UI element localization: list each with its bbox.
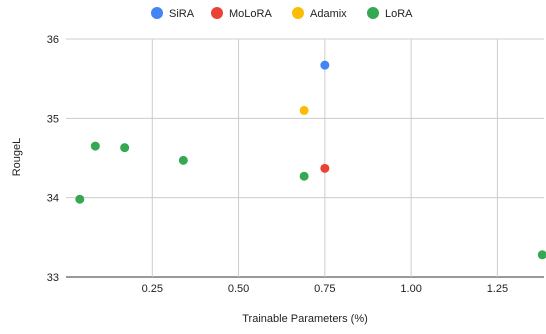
legend-item-adamix: Adamix (292, 7, 347, 20)
legend-item-molora: MoLoRA (211, 7, 272, 20)
legend-marker-adamix (292, 7, 304, 19)
legend-marker-sira (151, 7, 163, 19)
y-tick-label: 33 (47, 272, 59, 284)
x-axis-title: Trainable Parameters (%) (242, 313, 368, 325)
point-lora (120, 143, 130, 153)
legend-marker-lora (367, 7, 379, 19)
y-axis-title: RougeL (11, 138, 23, 177)
point-lora (90, 141, 100, 151)
y-tick-label: 35 (47, 113, 59, 125)
y-axis-ticks: 33 34 35 36 (47, 34, 59, 284)
y-tick-label: 34 (47, 193, 59, 205)
legend: SiRA MoLoRA Adamix LoRA (151, 7, 413, 20)
x-tick-label: 1.25 (487, 283, 508, 295)
x-tick-label: 0.25 (142, 283, 163, 295)
x-tick-label: 0.50 (228, 283, 249, 295)
legend-item-sira: SiRA (151, 7, 195, 20)
x-tick-label: 0.75 (314, 283, 335, 295)
x-axis-ticks: 0.25 0.50 0.75 1.00 1.25 (142, 283, 509, 295)
legend-label-adamix: Adamix (310, 8, 347, 20)
legend-label-sira: SiRA (169, 8, 195, 20)
point-adamix (299, 105, 309, 115)
point-sira (320, 60, 330, 70)
legend-item-lora: LoRA (367, 7, 413, 20)
legend-label-lora: LoRA (385, 8, 413, 20)
grid (66, 38, 544, 278)
point-lora (537, 250, 546, 260)
y-tick-label: 36 (47, 34, 59, 46)
data-points (75, 60, 546, 260)
point-lora (178, 155, 188, 165)
legend-marker-molora (211, 7, 223, 19)
point-lora (75, 194, 85, 204)
legend-label-molora: MoLoRA (229, 8, 272, 20)
point-lora (299, 171, 309, 181)
point-molora (320, 163, 330, 173)
x-tick-label: 1.00 (400, 283, 421, 295)
